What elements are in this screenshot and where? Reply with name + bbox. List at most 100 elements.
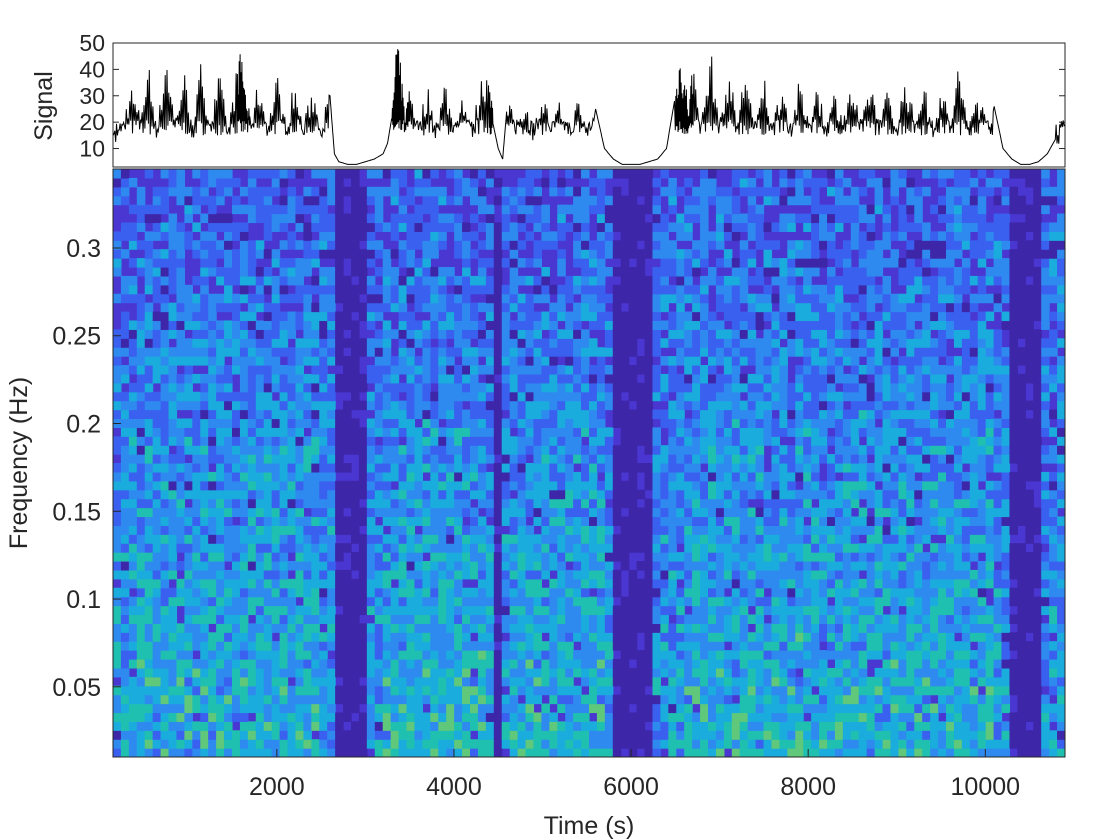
spectrogram-cell: [660, 552, 669, 562]
spectrogram-cell: [247, 186, 257, 197]
spectrogram-cell: [533, 222, 542, 232]
spectrogram-cell: [271, 382, 281, 393]
spectrogram-cell: [477, 721, 487, 731]
spectrogram-cell: [517, 623, 527, 633]
spectrogram-cell: [422, 525, 431, 535]
spectrogram-cell: [501, 186, 511, 197]
spectrogram-cell: [200, 409, 209, 420]
spectrogram-cell: [676, 471, 685, 482]
spectrogram-cell: [700, 507, 709, 518]
spectrogram-cell: [263, 632, 273, 642]
spectrogram-cell: [255, 284, 265, 295]
spectrogram-cell: [620, 365, 630, 375]
spectrogram-cell: [390, 730, 400, 740]
spectrogram-cell: [144, 204, 154, 215]
spectrogram-cell: [358, 605, 368, 616]
spectrogram-cell: [406, 195, 416, 206]
spectrogram-cell: [604, 240, 614, 250]
spectrogram-cell: [771, 516, 780, 526]
spectrogram-cell: [660, 623, 669, 633]
spectrogram-cell: [351, 436, 360, 446]
spectrogram-cell: [620, 427, 630, 437]
spectrogram-cell: [573, 356, 582, 366]
spectrogram-cell: [779, 445, 788, 455]
spectrogram-cell: [311, 240, 320, 250]
spectrogram-cell: [176, 463, 185, 473]
spectrogram-cell: [279, 454, 289, 464]
spectrogram-cell: [470, 650, 479, 660]
spectrogram-cell: [501, 445, 511, 455]
spectrogram-cell: [581, 240, 590, 250]
spectrogram-cell: [152, 596, 162, 607]
spectrogram-cell: [755, 186, 765, 197]
spectrogram-cell: [398, 507, 408, 518]
spectrogram-cell: [573, 302, 582, 313]
spectrogram-cell: [232, 275, 241, 286]
spectrogram-cell: [120, 498, 130, 509]
spectrogram-cell: [343, 320, 352, 330]
spectrogram-cell: [398, 748, 408, 757]
spectrogram-cell: [708, 186, 717, 197]
spectrogram-cell: [406, 730, 416, 740]
spectrogram-cell: [327, 516, 336, 526]
spectrogram-cell: [636, 311, 646, 322]
spectrogram-cell: [271, 712, 281, 722]
spectrogram-cell: [684, 525, 693, 535]
spectrogram-cell: [565, 525, 574, 535]
spectrogram-cell: [160, 534, 170, 544]
spectrogram-cell: [351, 320, 360, 330]
spectrogram-cell: [374, 543, 384, 553]
spectrogram-cell: [438, 498, 447, 509]
spectrogram-cell: [263, 703, 273, 714]
spectrogram-cell: [517, 569, 527, 580]
spectrogram-cell: [628, 169, 638, 179]
spectrogram-cell: [596, 267, 606, 277]
spectrogram-cell: [279, 347, 289, 357]
spectrogram-cell: [390, 231, 400, 241]
spectrogram-cell: [612, 338, 622, 348]
spectrogram-cell: [358, 712, 368, 722]
spectrogram-cell: [351, 641, 360, 651]
spectrogram-cell: [255, 623, 265, 633]
spectrogram-cell: [144, 730, 154, 740]
spectrogram-cell: [319, 418, 328, 428]
spectrogram-cell: [589, 373, 598, 384]
spectrogram-cell: [120, 623, 130, 633]
spectrogram-cell: [168, 489, 178, 500]
spectrogram-cell: [358, 659, 368, 669]
spectrogram-cell: [438, 186, 447, 197]
spectrogram-cell: [755, 391, 765, 402]
spectrogram-cell: [763, 186, 773, 197]
spectrogram-cell: [160, 578, 170, 589]
spectrogram-cell: [485, 356, 495, 366]
spectrogram-cell: [374, 169, 384, 179]
spectrogram-cell: [652, 667, 661, 678]
spectrogram-cell: [700, 641, 709, 651]
spectrogram-cell: [160, 347, 170, 357]
spectrogram-cell: [763, 293, 773, 304]
spectrogram-cell: [343, 284, 352, 295]
spectrogram-cell: [652, 489, 661, 500]
spectrogram-cell: [454, 712, 463, 722]
spectrogram-cell: [731, 605, 741, 616]
spectrogram-cell: [596, 169, 606, 179]
spectrogram-cell: [779, 605, 788, 616]
spectrogram-cell: [311, 400, 320, 411]
spectrogram-cell: [596, 284, 606, 295]
spectrogram-cell: [271, 338, 281, 348]
spectrogram-cell: [311, 320, 320, 330]
spectrogram-cell: [438, 302, 447, 313]
spectrogram-cell: [311, 605, 320, 616]
spectrogram-cell: [771, 623, 780, 633]
spectrogram-cell: [628, 373, 638, 384]
spectrogram-cell: [390, 552, 400, 562]
spectrogram-cell: [351, 445, 360, 455]
spectrogram-cell: [660, 659, 669, 669]
spectrogram-cell: [168, 249, 178, 259]
spectrogram-cell: [771, 195, 780, 206]
spectrogram-cell: [382, 275, 392, 286]
spectrogram-cell: [525, 275, 535, 286]
spectrogram-cell: [668, 641, 677, 651]
spectrogram-cell: [168, 267, 178, 277]
spectrogram-cell: [581, 418, 590, 428]
